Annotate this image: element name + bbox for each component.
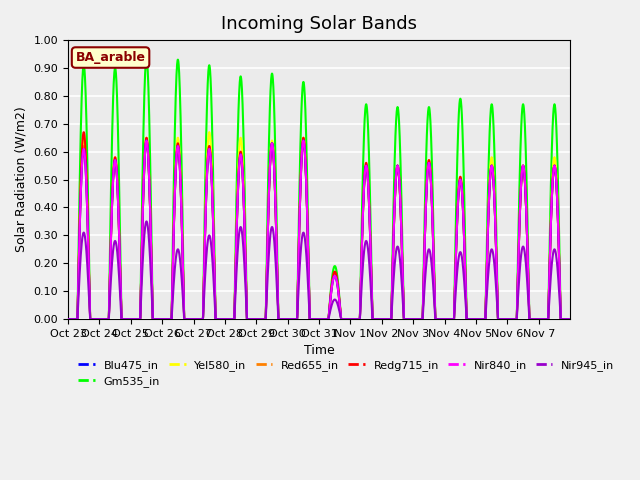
Legend: Blu475_in, Gm535_in, Yel580_in, Red655_in, Redg715_in, Nir840_in, Nir945_in: Blu475_in, Gm535_in, Yel580_in, Red655_i…: [74, 355, 619, 392]
Text: BA_arable: BA_arable: [76, 51, 145, 64]
Title: Incoming Solar Bands: Incoming Solar Bands: [221, 15, 417, 33]
Y-axis label: Solar Radiation (W/m2): Solar Radiation (W/m2): [15, 107, 28, 252]
X-axis label: Time: Time: [304, 344, 335, 357]
